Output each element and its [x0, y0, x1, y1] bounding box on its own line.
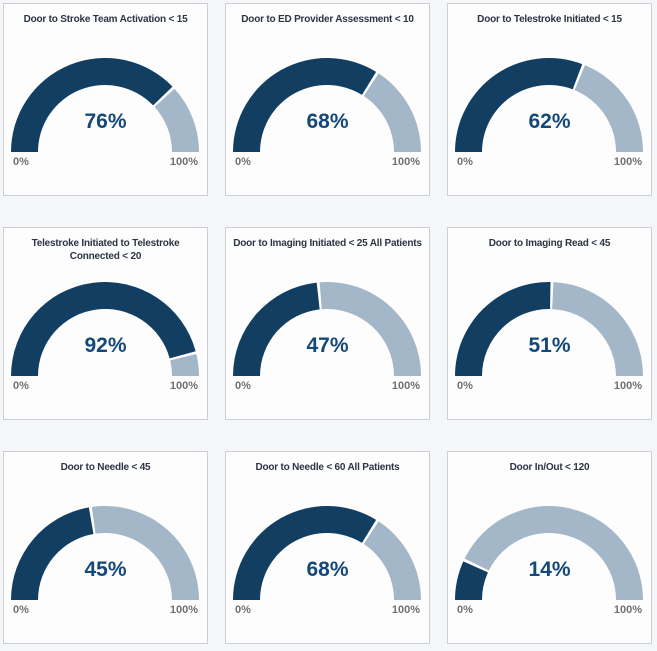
gauge-filled-arc [11, 507, 94, 600]
gauge-value: 68% [306, 110, 349, 133]
gauge-card[interactable]: Telestroke Initiated to Telestroke Conne… [3, 227, 208, 420]
gauge-value: 62% [528, 110, 571, 133]
gauge-card[interactable]: Door to ED Provider Assessment < 10 68% … [225, 3, 430, 196]
gauge-title: Door In/Out < 120 [509, 462, 590, 473]
gauge-remainder-arc [464, 506, 643, 600]
gauge-card[interactable]: Door to Needle < 45 45% 0% 100% [3, 451, 208, 644]
gauge-arc-svg [11, 506, 199, 600]
gauge-arc-svg [455, 506, 643, 600]
gauge-remainder-arc [574, 65, 643, 152]
gauge-min-label: 0% [457, 156, 473, 168]
gauge-arc-svg [233, 506, 421, 600]
gauge-title: Door to Stroke Team Activation < 15 [23, 14, 188, 25]
gauge-max-label: 100% [613, 380, 642, 392]
gauge-min-label: 0% [13, 156, 29, 168]
gauge-card[interactable]: Door to Imaging Read < 45 51% 0% 100% [447, 227, 652, 420]
gauge-value: 14% [528, 558, 571, 581]
gauge-card[interactable]: Door In/Out < 120 14% 0% 100% [447, 451, 652, 644]
gauge-remainder-arc [363, 521, 421, 600]
gauge-title: Door to ED Provider Assessment < 10 [241, 14, 414, 25]
gauge-title: Door to Imaging Initiated < 25 All Patie… [233, 238, 422, 249]
gauge-max-label: 100% [613, 156, 642, 168]
gauge-min-label: 0% [13, 604, 29, 616]
gauge-remainder-arc [91, 506, 199, 600]
gauge-filled-arc [233, 282, 320, 376]
gauge-min-label: 0% [457, 604, 473, 616]
gauge-remainder-arc [363, 73, 421, 152]
gauge-axis: 0% 100% [13, 156, 198, 168]
gauge-remainder-arc [170, 354, 199, 376]
gauge-max-label: 100% [613, 604, 642, 616]
gauge-axis: 0% 100% [235, 156, 420, 168]
gauge-axis: 0% 100% [457, 380, 642, 392]
gauge-value: 51% [528, 334, 571, 357]
gauge-value: 92% [84, 334, 127, 357]
gauge-card[interactable]: Door to Stroke Team Activation < 15 76% … [3, 3, 208, 196]
gauge-remainder-arc [154, 88, 200, 152]
gauge-max-label: 100% [391, 604, 420, 616]
gauge-arc-svg [233, 282, 421, 376]
gauge-card[interactable]: Door to Needle < 60 All Patients 68% 0% … [225, 451, 430, 644]
gauge-max-label: 100% [169, 380, 198, 392]
gauge-value: 45% [84, 558, 127, 581]
gauge-max-label: 100% [169, 156, 198, 168]
gauge-value: 76% [84, 110, 127, 133]
gauge-axis: 0% 100% [457, 156, 642, 168]
gauge-max-label: 100% [391, 380, 420, 392]
gauge-arc-svg [455, 282, 643, 376]
gauge-remainder-arc [319, 282, 421, 376]
gauge-min-label: 0% [235, 604, 251, 616]
gauge-arc-svg [11, 282, 199, 376]
gauge-max-label: 100% [391, 156, 420, 168]
gauge-arc-svg [455, 58, 643, 152]
gauge-filled-arc [11, 58, 173, 152]
gauge-filled-arc [455, 561, 488, 600]
gauge-title: Door to Telestroke Initiated < 15 [477, 14, 622, 25]
gauge-filled-arc [455, 282, 551, 376]
gauge-arc-svg [233, 58, 421, 152]
gauge-axis: 0% 100% [13, 380, 198, 392]
gauge-title: Door to Needle < 45 [60, 462, 151, 473]
gauge-filled-arc [233, 506, 377, 600]
gauge-card[interactable]: Door to Telestroke Initiated < 15 62% 0%… [447, 3, 652, 196]
gauge-title: Door to Imaging Read < 45 [488, 238, 611, 249]
gauge-value: 68% [306, 558, 349, 581]
gauge-min-label: 0% [235, 156, 251, 168]
gauge-filled-arc [233, 58, 377, 152]
gauge-card[interactable]: Door to Imaging Initiated < 25 All Patie… [225, 227, 430, 420]
gauge-filled-arc [455, 58, 583, 152]
gauge-min-label: 0% [457, 380, 473, 392]
gauge-arc-svg [11, 58, 200, 152]
gauge-title: Telestroke Initiated to Telestroke Conne… [31, 238, 180, 262]
gauge-title: Door to Needle < 60 All Patients [255, 462, 400, 473]
gauge-axis: 0% 100% [235, 604, 420, 616]
gauge-min-label: 0% [235, 380, 251, 392]
gauge-min-label: 0% [13, 380, 29, 392]
gauge-axis: 0% 100% [235, 380, 420, 392]
gauge-max-label: 100% [169, 604, 198, 616]
gauge-axis: 0% 100% [457, 604, 642, 616]
gauge-axis: 0% 100% [13, 604, 198, 616]
gauge-filled-arc [11, 282, 196, 376]
gauge-remainder-arc [552, 282, 643, 376]
gauge-value: 47% [306, 334, 349, 357]
